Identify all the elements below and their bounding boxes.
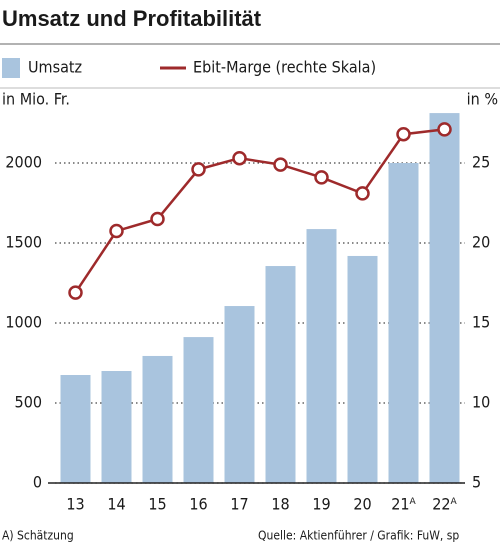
x-tick-label: 17: [230, 495, 248, 514]
bar: [429, 113, 460, 483]
bar: [265, 266, 296, 483]
legend-label: Ebit-Marge (rechte Skala): [193, 58, 376, 77]
bar: [183, 337, 214, 483]
y-tick-label: 500: [15, 393, 42, 412]
point: [273, 157, 288, 172]
x-tick-label: 19: [312, 495, 330, 514]
y2-tick-label: 5: [472, 473, 481, 492]
point: [396, 126, 411, 142]
x-tick-label: 16: [189, 495, 207, 514]
point: [150, 211, 165, 227]
point: [191, 162, 206, 177]
source: Quelle: Aktienführer / Grafik: FuW, sp: [258, 529, 459, 543]
point: [232, 150, 247, 166]
y2-tick-label: 20: [472, 233, 490, 252]
x-tick-label: 13: [66, 495, 84, 514]
y-tick-label: 1500: [5, 233, 42, 252]
y2-tick-label: 10: [472, 393, 490, 412]
x-tick-label: 20: [353, 495, 371, 514]
point: [314, 170, 329, 185]
bar: [224, 306, 255, 483]
point: [109, 223, 124, 239]
x-tick-label: 14: [107, 495, 125, 514]
point: [68, 285, 83, 300]
legend-label: Umsatz: [28, 58, 82, 77]
y-axis-label: in Mio. Fr.: [2, 90, 70, 109]
point: [355, 186, 370, 201]
bar: [101, 371, 132, 483]
x-tick-label: 22ᴬ: [432, 495, 457, 514]
y2-axis-label: in %: [467, 90, 498, 109]
chart-title: Umsatz und Profitabilität: [2, 6, 262, 31]
y-tick-label: 1000: [5, 313, 42, 332]
x-tick-label: 18: [271, 495, 289, 514]
line: [74, 128, 445, 294]
x-tick-label: 21ᴬ: [391, 495, 416, 514]
bar: [142, 355, 173, 483]
y-tick-label: 2000: [5, 153, 42, 172]
legend-swatch: [2, 58, 20, 78]
bar: [347, 255, 378, 483]
point: [437, 122, 452, 137]
y2-tick-label: 15: [472, 313, 490, 332]
bar: [306, 229, 337, 483]
bar: [388, 163, 419, 483]
y-tick-label: 0: [33, 473, 42, 492]
footnote: A) Schätzung: [2, 529, 74, 543]
y2-tick-label: 25: [472, 153, 490, 172]
bar: [60, 375, 91, 483]
x-tick-label: 15: [148, 495, 166, 514]
